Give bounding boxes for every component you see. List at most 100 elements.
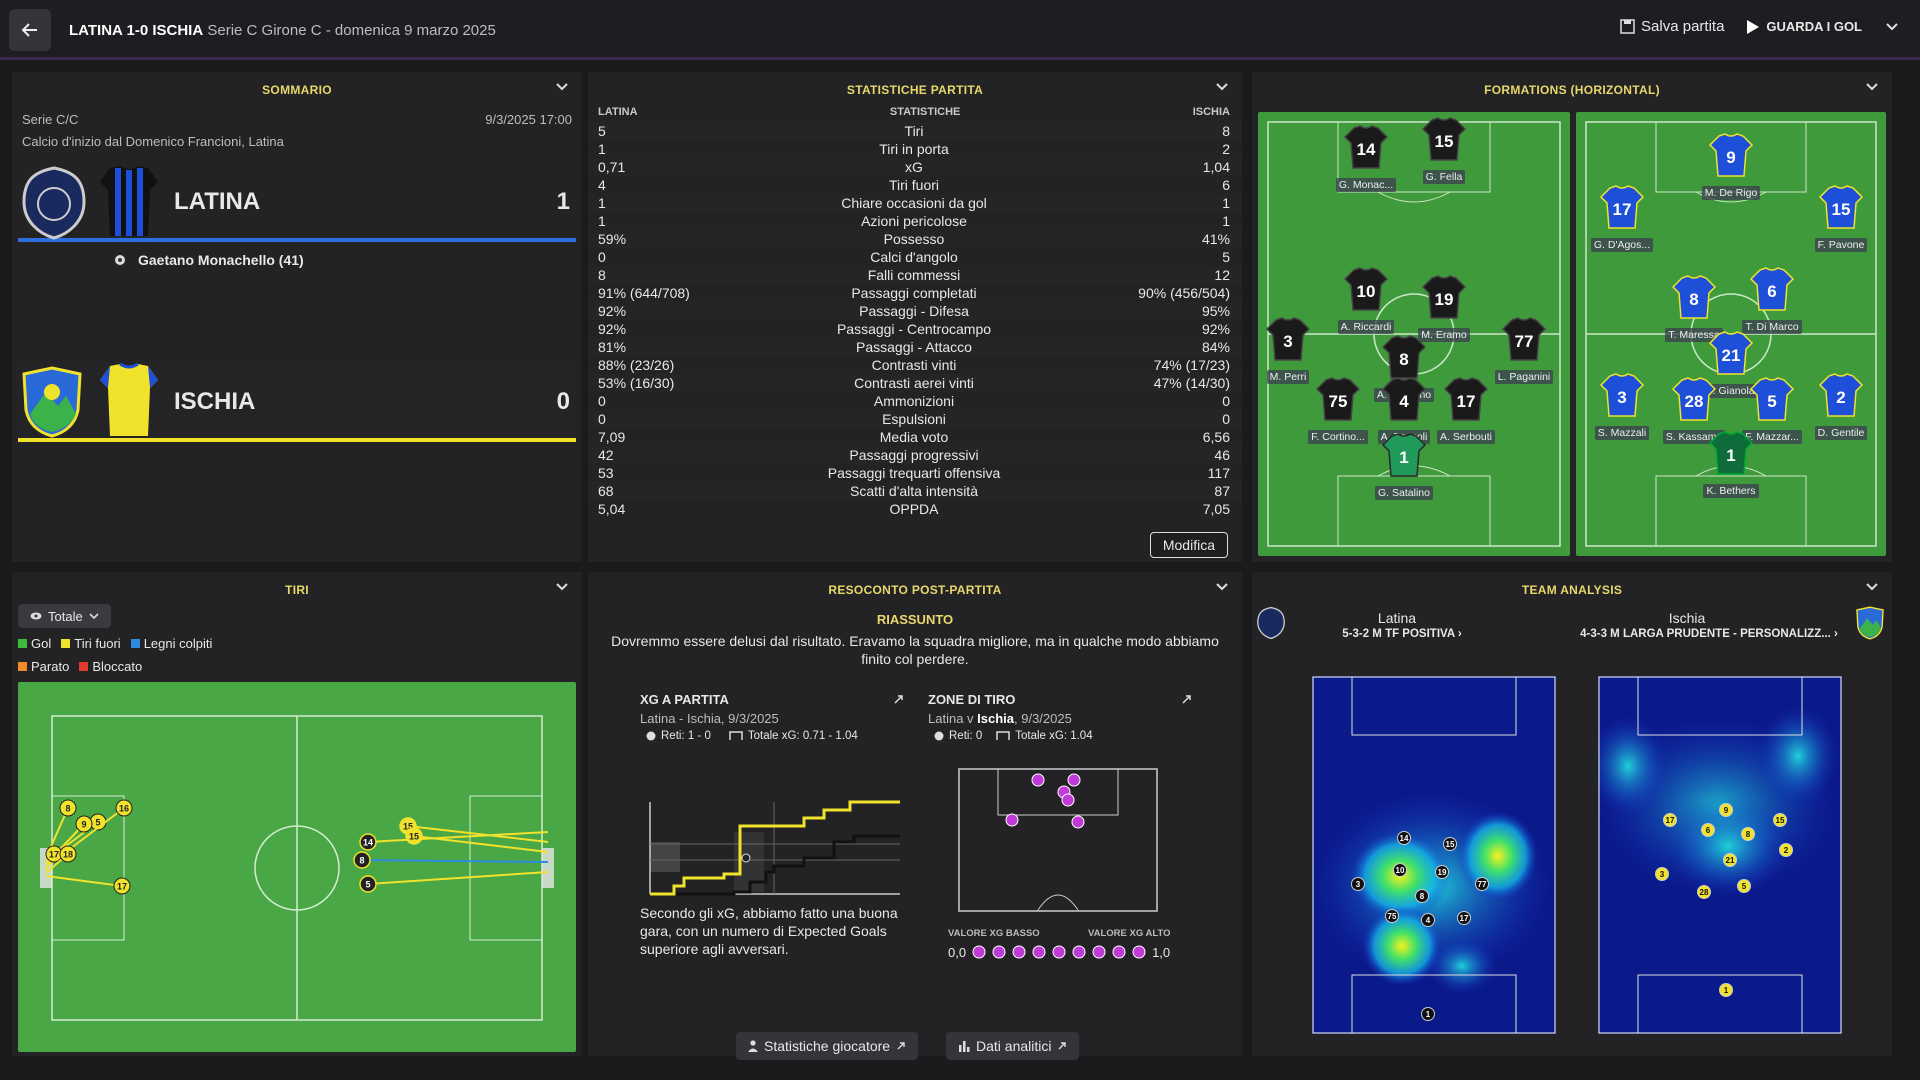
away-shot-marker[interactable]: 14 xyxy=(359,833,377,851)
edit-stats-button[interactable]: Modifica xyxy=(1149,532,1228,558)
ball-icon xyxy=(934,731,944,741)
stat-away-value: 90% (456/504) xyxy=(1138,285,1230,301)
player-token[interactable]: 2 D. Gentile xyxy=(1801,372,1881,441)
average-position-marker[interactable]: 2 xyxy=(1779,843,1793,857)
player-token[interactable]: 3 S. Mazzali xyxy=(1582,372,1662,441)
expand-icon[interactable] xyxy=(893,694,904,705)
player-token[interactable]: 17 G. D'Agos... xyxy=(1582,184,1662,253)
expand-icon[interactable] xyxy=(1181,694,1192,705)
average-position-marker[interactable]: 1 xyxy=(1421,1007,1435,1021)
chevron-down-icon[interactable] xyxy=(1216,83,1228,91)
average-position-marker[interactable]: 4 xyxy=(1421,913,1435,927)
player-stats-button[interactable]: Statistiche giocatore xyxy=(736,1032,919,1060)
stats-header: STATISTICHE PARTITA xyxy=(588,72,1242,108)
player-token[interactable]: 6 T. Di Marco xyxy=(1732,266,1812,335)
average-position-marker[interactable]: 8 xyxy=(1741,827,1755,841)
zones-goals: Reti: 0 xyxy=(934,730,982,742)
stat-row: 53% (16/30) Contrasti aerei vinti 47% (14/… xyxy=(588,374,1242,392)
stat-row: 88% (23/26) Contrasti vinti 74% (17/23) xyxy=(588,356,1242,374)
away-shot-marker[interactable]: 15 xyxy=(405,827,423,845)
average-position-marker[interactable]: 5 xyxy=(1737,879,1751,893)
stat-row: 92% Passaggi - Centrocampo 92% xyxy=(588,320,1242,338)
player-token[interactable]: 3 M. Perri xyxy=(1248,316,1328,385)
average-position-marker[interactable]: 9 xyxy=(1719,803,1733,817)
stat-home-value: 0 xyxy=(598,393,606,409)
chevron-down-icon[interactable] xyxy=(1886,22,1898,31)
player-token[interactable]: 17 A. Serbouti xyxy=(1426,376,1506,445)
away-shot-marker[interactable]: 8 xyxy=(353,851,371,869)
average-position-marker[interactable]: 1 xyxy=(1719,983,1733,997)
summary-panel: SOMMARIO Serie C/C 9/3/2025 17:00 Calcio… xyxy=(12,72,582,562)
player-token[interactable]: 75 F. Cortino... xyxy=(1298,376,1378,445)
player-token[interactable]: 77 L. Paganini xyxy=(1484,316,1564,385)
home-shot-marker[interactable]: 8 xyxy=(59,799,77,817)
average-position-marker[interactable]: 15 xyxy=(1773,813,1787,827)
home-tactic-link[interactable]: 5-3-2 M TF POSITIVA › xyxy=(1342,628,1462,640)
player-token[interactable]: 9 M. De Rigo xyxy=(1691,132,1771,201)
player-token[interactable]: 28 S. Kassama xyxy=(1654,376,1734,445)
average-position-marker[interactable]: 75 xyxy=(1385,909,1399,923)
average-position-marker[interactable]: 14 xyxy=(1397,831,1411,845)
average-position-marker[interactable]: 21 xyxy=(1723,853,1737,867)
shots-filter-dropdown[interactable]: Totale xyxy=(18,604,111,628)
shot-line xyxy=(367,871,549,885)
average-position-marker[interactable]: 6 xyxy=(1701,823,1715,837)
chevron-down-icon[interactable] xyxy=(556,583,568,591)
player-token[interactable]: 19 M. Eramo xyxy=(1404,274,1484,343)
average-position-marker[interactable]: 19 xyxy=(1435,865,1449,879)
chevron-down-icon[interactable] xyxy=(1866,583,1878,591)
legend-item: Bloccato xyxy=(79,659,142,674)
back-button[interactable] xyxy=(9,9,51,51)
average-position-marker[interactable]: 77 xyxy=(1475,877,1489,891)
average-position-marker[interactable]: 3 xyxy=(1351,877,1365,891)
shots-pitch: 8 5 9 16 17 18 17 14 15 15 8 5 xyxy=(18,682,576,1052)
away-tactic-link[interactable]: 4-3-3 M LARGA PRUDENTE - PERSONALIZZ... … xyxy=(1580,628,1838,640)
away-shot-marker[interactable]: 5 xyxy=(359,875,377,893)
shot-zones-card: ZONE DI TIRO Latina v Ischia, 9/3/2025 R… xyxy=(928,692,1198,992)
player-token[interactable]: 8 T. Maressa xyxy=(1654,274,1734,343)
average-position-marker[interactable]: 15 xyxy=(1443,837,1457,851)
average-position-marker[interactable]: 28 xyxy=(1697,885,1711,899)
average-position-marker[interactable]: 8 xyxy=(1415,889,1429,903)
save-match-button[interactable]: Salva partita xyxy=(1620,18,1724,35)
chevron-down-icon[interactable] xyxy=(556,83,568,91)
average-position-marker[interactable]: 17 xyxy=(1457,911,1471,925)
player-number: 1 xyxy=(1399,448,1408,467)
player-token[interactable]: 5 F. Mazzar... xyxy=(1732,376,1812,445)
ischia-crest-icon xyxy=(1856,606,1884,640)
average-position-marker[interactable]: 17 xyxy=(1663,813,1677,827)
average-position-marker[interactable]: 10 xyxy=(1393,863,1407,877)
shirt-icon: 15 xyxy=(1421,117,1467,161)
player-token[interactable]: 14 G. Monac... xyxy=(1326,124,1406,193)
analytics-button[interactable]: Dati analitici xyxy=(946,1032,1080,1060)
player-token[interactable]: 15 F. Pavone xyxy=(1801,184,1881,253)
player-token[interactable]: 15 G. Fella xyxy=(1404,116,1484,185)
home-analysis-name: Latina xyxy=(1377,610,1417,626)
chevron-down-icon[interactable] xyxy=(1216,583,1228,591)
player-token[interactable]: 21 F. Gianola xyxy=(1691,330,1771,399)
home-shot-marker[interactable]: 17 xyxy=(113,877,131,895)
away-team-row[interactable]: ISCHIA 0 xyxy=(18,362,576,442)
marker-number: 75 xyxy=(1387,911,1397,921)
legend-swatch xyxy=(130,639,140,648)
player-number: 77 xyxy=(1515,332,1534,351)
average-position-marker[interactable]: 3 xyxy=(1655,867,1669,881)
player-token[interactable]: 1 K. Bethers xyxy=(1691,430,1771,499)
analysis-title: TEAM ANALYSIS xyxy=(1521,583,1623,597)
home-shot-marker[interactable]: 18 xyxy=(59,845,77,863)
watch-goals-button[interactable]: GUARDA I GOL xyxy=(1746,19,1898,35)
xg-note: Secondo gli xG, abbiamo fatto una buona … xyxy=(640,905,898,957)
home-team-row[interactable]: LATINA 1 xyxy=(18,164,576,242)
stat-away-value: 84% xyxy=(1201,339,1230,355)
player-token[interactable]: 1 G. Satalino xyxy=(1364,432,1444,501)
player-token[interactable]: 10 A. Riccardi xyxy=(1326,266,1406,335)
player-number: 28 xyxy=(1685,392,1704,411)
marker-number: 19 xyxy=(1437,867,1447,877)
home-shot-marker[interactable]: 16 xyxy=(115,799,133,817)
home-shot-marker[interactable]: 9 xyxy=(75,815,93,833)
chevron-down-icon[interactable] xyxy=(1866,83,1878,91)
stat-row: 59% Possesso 41% xyxy=(588,230,1242,248)
legend-item: Tiri fuori xyxy=(61,636,121,651)
shirt-icon: 19 xyxy=(1421,275,1467,319)
goal-icon xyxy=(729,731,743,740)
